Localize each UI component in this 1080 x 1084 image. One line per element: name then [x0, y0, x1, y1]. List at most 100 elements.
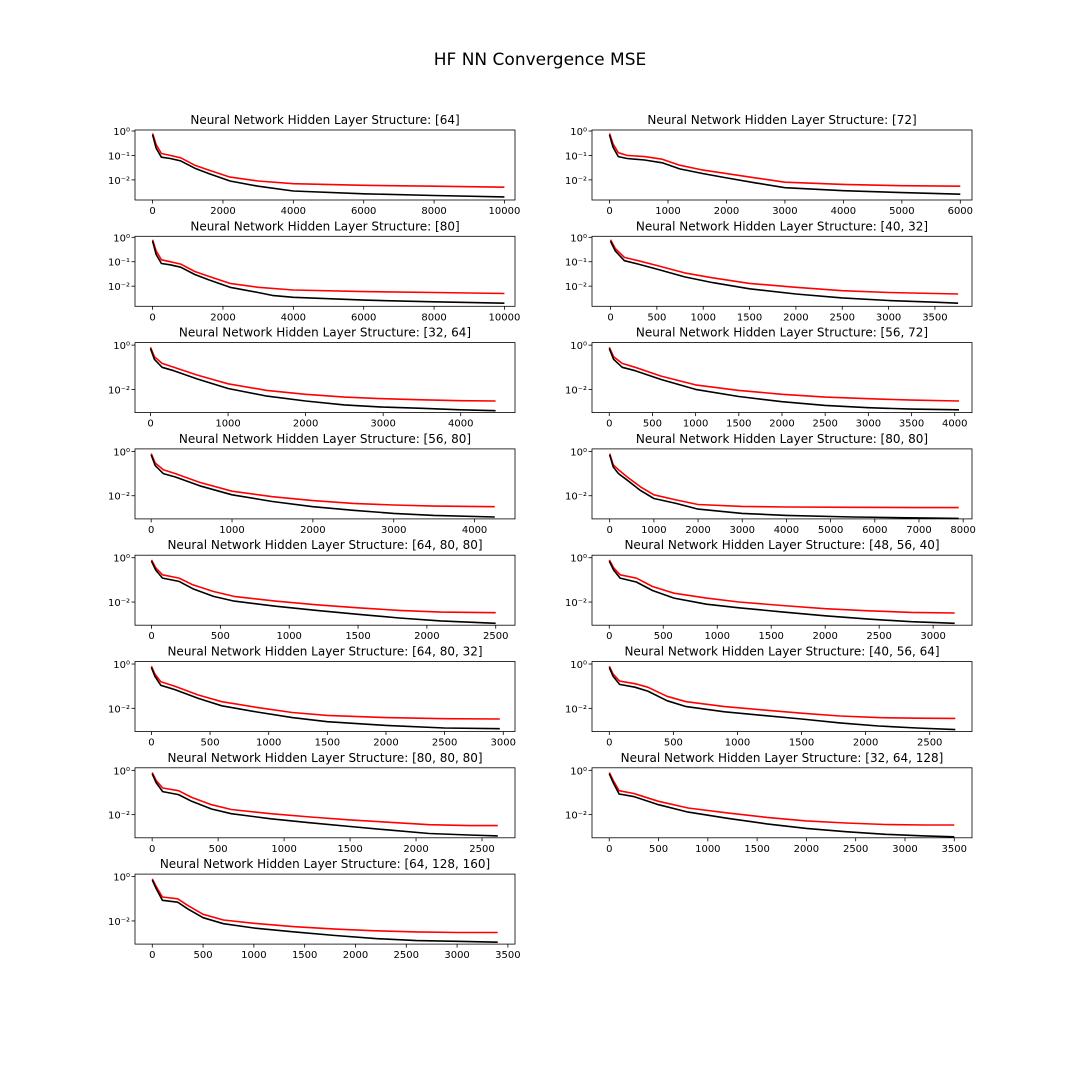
x-tick-label: 10000 [489, 206, 521, 217]
x-tick-label: 3000 [920, 631, 945, 642]
y-tick-label: 10⁻² [565, 704, 587, 715]
x-tick-label: 500 [194, 950, 213, 961]
x-tick-label: 2000 [373, 738, 398, 749]
y-tick-label: 10⁻¹ [565, 151, 587, 162]
y-tick-label: 10⁻² [108, 811, 130, 822]
axes-frame [591, 554, 973, 626]
y-tick-label: 10⁰ [113, 554, 130, 565]
x-tick-label: 0 [147, 419, 153, 430]
subplot-title: Neural Network Hidden Layer Structure: [… [190, 219, 459, 233]
y-tick-label: 10⁰ [570, 233, 587, 244]
y-tick-label: 10⁰ [113, 341, 130, 352]
series-line-1 [609, 239, 959, 295]
x-tick-label: 1000 [271, 844, 296, 855]
x-tick-label: 1500 [758, 631, 783, 642]
subplot-1: Neural Network Hidden Layer Structure: [… [108, 113, 520, 217]
y-tick-label: 10⁰ [113, 447, 130, 458]
x-tick-label: 0 [606, 419, 612, 430]
subplot-title: Neural Network Hidden Layer Structure: [… [190, 113, 459, 127]
axes-frame [591, 661, 973, 732]
x-tick-label: 1500 [726, 419, 751, 430]
subplot-4: Neural Network Hidden Layer Structure: [… [565, 219, 973, 323]
series-line-2 [150, 667, 500, 730]
series-line-1 [150, 665, 500, 720]
x-tick-label: 0 [607, 312, 613, 323]
series-line-2 [151, 134, 505, 198]
axes-frame [591, 448, 973, 520]
x-tick-label: 2000 [714, 206, 739, 217]
subplot-title: Neural Network Hidden Layer Structure: [… [624, 645, 939, 659]
series-line-1 [149, 346, 496, 402]
x-tick-label: 1500 [315, 738, 340, 749]
x-tick-label: 500 [211, 631, 230, 642]
y-tick-label: 10⁻² [565, 282, 587, 293]
x-tick-label: 2500 [917, 738, 942, 749]
x-tick-label: 0 [606, 206, 612, 217]
y-tick-label: 10⁻² [108, 385, 130, 396]
x-tick-label: 0 [149, 844, 155, 855]
x-tick-label: 10000 [489, 312, 521, 323]
x-tick-label: 0 [606, 738, 612, 749]
y-tick-label: 10⁻² [108, 492, 130, 503]
figure-title: HF NN Convergence MSE [433, 50, 647, 70]
subplot-title: Neural Network Hidden Layer Structure: [… [624, 538, 939, 552]
x-tick-label: 2500 [830, 312, 855, 323]
x-tick-label: 0 [148, 525, 154, 536]
x-tick-label: 3000 [856, 419, 881, 430]
series-line-1 [151, 239, 505, 295]
x-tick-label: 500 [654, 631, 673, 642]
y-tick-label: 10⁰ [113, 660, 130, 671]
x-tick-label: 3000 [491, 738, 516, 749]
x-tick-label: 0 [149, 206, 155, 217]
y-tick-label: 10⁰ [570, 660, 587, 671]
y-tick-label: 10⁰ [570, 127, 587, 138]
x-tick-label: 1000 [655, 206, 680, 217]
x-tick-label: 4000 [281, 206, 306, 217]
x-tick-label: 2000 [794, 844, 819, 855]
axes-frame [134, 554, 516, 626]
x-tick-label: 3000 [444, 950, 469, 961]
subplot-9: Neural Network Hidden Layer Structure: [… [108, 538, 516, 642]
y-tick-label: 10⁻² [108, 704, 130, 715]
x-tick-label: 6000 [351, 206, 376, 217]
subplot-12: Neural Network Hidden Layer Structure: [… [565, 645, 973, 749]
x-tick-label: 1500 [345, 631, 370, 642]
y-tick-label: 10⁻² [565, 385, 587, 396]
subplot-11: Neural Network Hidden Layer Structure: [… [108, 645, 516, 749]
x-tick-label: 5000 [889, 206, 914, 217]
y-tick-label: 10⁰ [113, 873, 130, 884]
series-line-1 [150, 559, 496, 614]
x-tick-label: 1000 [641, 525, 666, 536]
axes-frame [134, 129, 516, 201]
x-tick-label: 2000 [783, 312, 808, 323]
y-tick-label: 10⁻¹ [565, 258, 587, 269]
series-line-2 [608, 454, 959, 520]
axes-frame [591, 235, 973, 307]
series-line-2 [151, 240, 505, 304]
series-line-1 [608, 559, 955, 614]
x-tick-label: 8000 [421, 206, 446, 217]
subplot-title: Neural Network Hidden Layer Structure: [… [167, 645, 482, 659]
y-tick-label: 10⁻² [565, 598, 587, 609]
series-line-2 [608, 560, 955, 625]
y-tick-label: 10⁰ [113, 233, 130, 244]
axes-frame [134, 235, 516, 307]
x-tick-label: 1000 [241, 950, 266, 961]
x-tick-label: 500 [664, 738, 683, 749]
x-tick-label: 4000 [462, 525, 487, 536]
x-tick-label: 500 [647, 312, 666, 323]
y-tick-label: 10⁻¹ [108, 258, 130, 269]
subplot-14: Neural Network Hidden Layer Structure: [… [565, 751, 973, 855]
subplot-title: Neural Network Hidden Layer Structure: [… [160, 857, 490, 871]
x-tick-label: 3500 [922, 312, 947, 323]
x-tick-label: 3500 [899, 419, 924, 430]
x-tick-label: 1000 [256, 738, 281, 749]
x-tick-label: 2000 [343, 950, 368, 961]
x-tick-label: 3000 [876, 312, 901, 323]
series-line-1 [151, 878, 498, 934]
subplot-title: Neural Network Hidden Layer Structure: [… [179, 432, 471, 446]
x-tick-label: 4000 [448, 419, 473, 430]
x-tick-label: 3000 [730, 525, 755, 536]
series-line-2 [608, 773, 955, 838]
x-tick-label: 2000 [853, 738, 878, 749]
